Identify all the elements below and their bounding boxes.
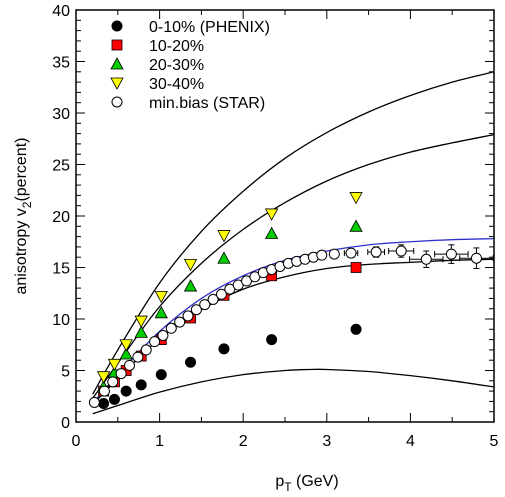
data-point: [154, 305, 168, 319]
data-point: [134, 315, 148, 328]
x-axis-title: pT (GeV): [275, 473, 338, 494]
model-curve: [92, 368, 495, 415]
data-point: [98, 397, 110, 409]
data-point: [190, 304, 202, 316]
x-tick-label: 5: [490, 433, 499, 450]
data-point: [218, 343, 230, 355]
x-tick-label: 3: [322, 433, 331, 450]
series-4: [88, 244, 494, 408]
x-tick-label: 1: [155, 433, 164, 450]
data-point: [124, 359, 136, 371]
legend-label: 10-20%: [149, 38, 204, 55]
x-tick-label: 2: [239, 433, 248, 450]
data-point: [134, 325, 148, 338]
y-tick-label: 15: [52, 261, 70, 278]
legend-marker: [111, 20, 123, 32]
data-point: [119, 339, 133, 352]
data-point: [108, 393, 120, 405]
data-point: [120, 385, 132, 397]
data-point: [370, 246, 382, 258]
series-2: [96, 219, 363, 393]
data-point: [165, 322, 177, 334]
legend-marker: [110, 77, 124, 90]
data-point: [88, 396, 100, 408]
data-point: [316, 249, 328, 261]
data-point: [96, 371, 111, 384]
data-point: [135, 379, 147, 391]
data-point: [470, 252, 482, 264]
legend-marker: [110, 57, 124, 70]
x-tick-label: 4: [406, 433, 415, 450]
legend-marker: [111, 96, 123, 108]
data-point: [395, 245, 407, 257]
x-tick-label: 0: [72, 433, 81, 450]
data-point: [328, 248, 340, 260]
data-point: [107, 358, 122, 372]
data-point: [107, 376, 119, 388]
y-tick-label: 25: [52, 158, 70, 175]
y-axis-label: anisotropy v: [13, 208, 30, 294]
y-tick-label: 40: [52, 3, 70, 20]
data-point: [155, 369, 167, 381]
model-curves: [92, 71, 495, 415]
legend: 0-10% (PHENIX) 10-20% 20-30% 30-40% min.bias…: [110, 19, 270, 112]
data-point: [217, 251, 231, 264]
data-markers: [88, 192, 494, 409]
y-tick-label: 0: [61, 415, 70, 432]
data-point: [350, 323, 362, 335]
y-tick-label: 35: [52, 55, 70, 72]
data-point: [98, 385, 110, 397]
data-point: [215, 288, 227, 300]
y-tick-label: 30: [52, 106, 70, 123]
data-point: [349, 219, 363, 232]
data-point: [140, 344, 152, 356]
x-axis-label-subscript: T: [284, 480, 292, 494]
data-point: [157, 329, 169, 341]
legend-marker: [111, 39, 123, 51]
model-curve: [92, 71, 495, 395]
y-tick-label: 20: [52, 209, 70, 226]
x-axis-label: p: [275, 473, 284, 490]
data-point: [182, 310, 194, 322]
data-point: [183, 259, 198, 272]
data-point: [264, 226, 279, 239]
y-axis-label-unit: (percent): [13, 138, 30, 202]
data-point: [185, 356, 197, 368]
y-tick-label: 10: [52, 312, 70, 329]
data-point: [207, 293, 219, 305]
data-point: [199, 299, 211, 311]
data-point: [445, 248, 457, 260]
series-0: [98, 323, 362, 409]
model-curve: [92, 258, 495, 405]
data-point: [266, 334, 278, 346]
data-point: [183, 279, 198, 292]
legend-label: 20-30%: [149, 57, 204, 74]
series-3: [96, 192, 363, 384]
data-point: [350, 262, 362, 273]
legend-label: 0-10% (PHENIX): [149, 19, 270, 36]
data-point: [154, 290, 168, 304]
y-tick-label: 5: [61, 364, 70, 381]
data-point: [349, 192, 363, 205]
legend-label: min.bias (STAR): [149, 95, 265, 112]
data-point: [132, 351, 144, 363]
data-point: [149, 336, 161, 348]
legend-label: 30-40%: [149, 76, 204, 93]
data-point: [174, 316, 186, 328]
data-point: [345, 247, 357, 259]
data-point: [217, 230, 231, 243]
data-point: [264, 208, 279, 221]
data-point: [420, 253, 432, 265]
y-axis-title: anisotropy v2(percent): [13, 138, 34, 295]
axis-ticks: 0 1 2 3 4 5 0 5 10 15 20 25 30 35 40: [52, 3, 498, 450]
data-point: [115, 368, 127, 380]
data-point: [119, 347, 133, 360]
x-axis-label-unit: (GeV): [292, 473, 339, 490]
y-axis-label-subscript: 2: [20, 201, 34, 208]
model-curve: [92, 133, 495, 399]
